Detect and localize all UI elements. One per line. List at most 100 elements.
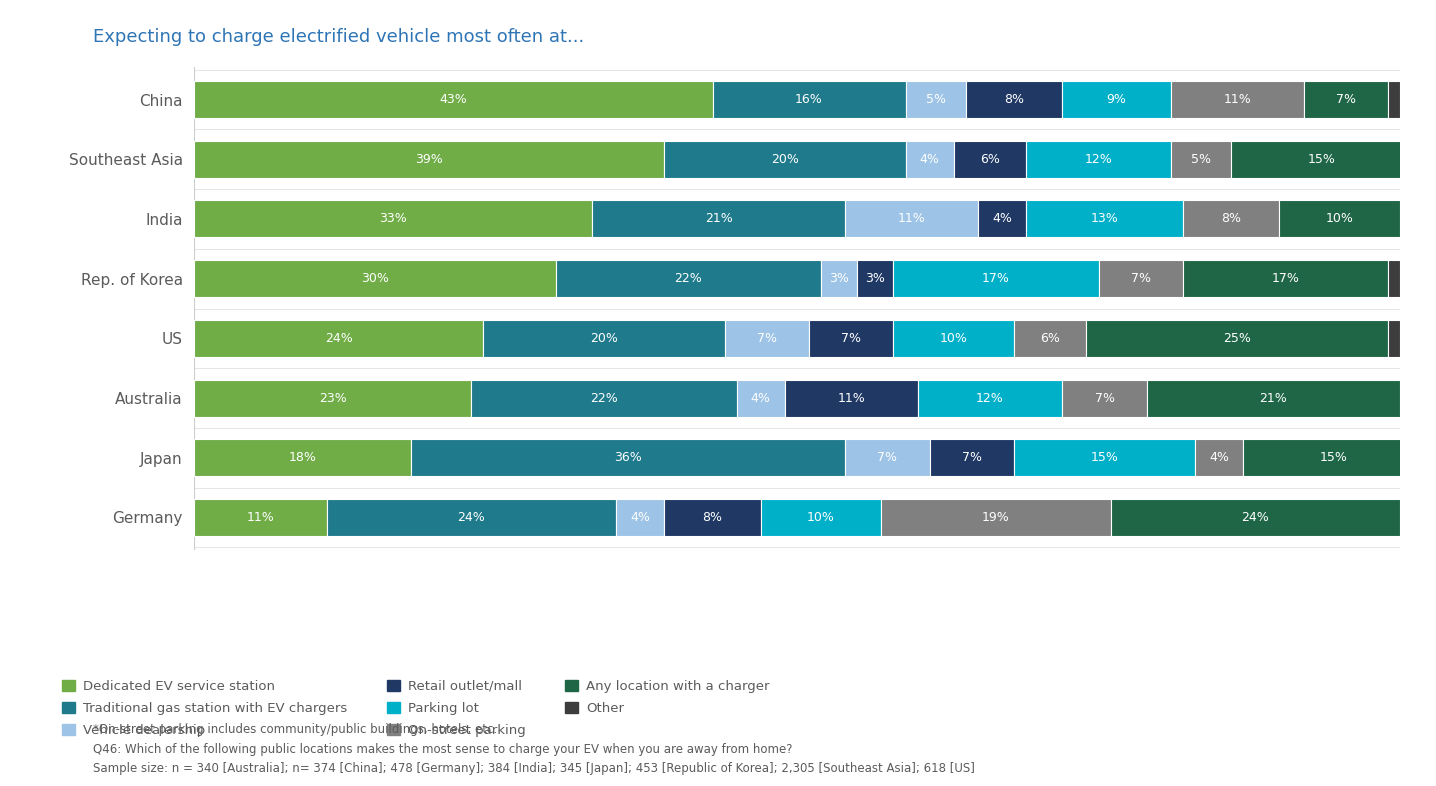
Text: 3%: 3% [866, 272, 886, 285]
Text: 24%: 24% [458, 511, 485, 524]
Text: 10%: 10% [1325, 212, 1354, 226]
Bar [1147, 380, 1400, 417]
Bar [194, 141, 665, 178]
Bar [665, 499, 761, 536]
Bar [194, 439, 411, 476]
Bar [808, 320, 893, 357]
Bar [906, 141, 954, 178]
Bar [1063, 380, 1147, 417]
Bar [1027, 200, 1183, 237]
Text: 15%: 15% [1308, 152, 1335, 166]
Text: 4%: 4% [751, 391, 771, 405]
Bar [1304, 81, 1389, 118]
Text: 4%: 4% [919, 152, 939, 166]
Text: 7%: 7% [877, 451, 898, 465]
Bar [1244, 439, 1425, 476]
Bar [1183, 200, 1279, 237]
Bar [929, 439, 1014, 476]
Text: 7%: 7% [841, 332, 862, 345]
Bar [1279, 200, 1400, 237]
Bar [1110, 499, 1400, 536]
Bar [1389, 81, 1400, 118]
Bar [966, 81, 1063, 118]
Text: 4%: 4% [1209, 451, 1229, 465]
Text: 21%: 21% [1259, 391, 1287, 405]
Bar [194, 380, 471, 417]
Text: 12%: 12% [976, 391, 1004, 405]
Text: 39%: 39% [415, 152, 442, 166]
Bar [411, 439, 846, 476]
Text: Sample size: n = 340 [Australia]; n= 374 [China]; 478 [Germany]; 384 [India]; 34: Sample size: n = 340 [Australia]; n= 374… [93, 762, 975, 776]
Text: 8%: 8% [1004, 93, 1024, 106]
Bar [471, 380, 737, 417]
Text: 23%: 23% [319, 391, 346, 405]
Text: 11%: 11% [247, 511, 274, 524]
Text: 6%: 6% [979, 152, 999, 166]
Bar [893, 320, 1014, 357]
Text: 8%: 8% [1221, 212, 1241, 226]
Bar [1231, 141, 1412, 178]
Text: 15%: 15% [1090, 451, 1119, 465]
Text: 4%: 4% [992, 212, 1012, 226]
Bar [882, 499, 1110, 536]
Text: 24%: 24% [325, 332, 352, 345]
Text: 9%: 9% [1107, 93, 1127, 106]
Bar [918, 380, 1063, 417]
Text: 3%: 3% [829, 272, 849, 285]
Text: 7%: 7% [1335, 93, 1356, 106]
Text: 15%: 15% [1320, 451, 1348, 465]
Text: 11%: 11% [837, 391, 864, 405]
Bar [846, 200, 978, 237]
Bar [1195, 439, 1244, 476]
Text: 8%: 8% [702, 511, 722, 524]
Text: 6%: 6% [1040, 332, 1060, 345]
Text: 24%: 24% [1242, 511, 1269, 524]
Text: 7%: 7% [962, 451, 982, 465]
Bar [761, 499, 882, 536]
Text: 16%: 16% [796, 93, 823, 106]
Bar [1014, 320, 1087, 357]
Bar [1389, 320, 1400, 357]
Bar [665, 141, 906, 178]
Text: 20%: 20% [771, 152, 798, 166]
Text: 12%: 12% [1084, 152, 1113, 166]
Text: Expecting to charge electrified vehicle most often at...: Expecting to charge electrified vehicle … [93, 28, 584, 46]
Bar [616, 499, 665, 536]
Bar [194, 320, 484, 357]
Bar [1170, 81, 1304, 118]
Bar [1014, 439, 1195, 476]
Text: 10%: 10% [807, 511, 836, 524]
Bar [737, 380, 785, 417]
Text: 33%: 33% [379, 212, 406, 226]
Text: 5%: 5% [1190, 152, 1211, 166]
Bar [712, 81, 906, 118]
Bar [1170, 141, 1231, 178]
Bar [785, 380, 918, 417]
Text: 43%: 43% [439, 93, 467, 106]
Bar [821, 260, 857, 297]
Text: 36%: 36% [615, 451, 642, 465]
Bar [326, 499, 616, 536]
Text: 22%: 22% [590, 391, 617, 405]
Bar [1099, 260, 1183, 297]
Bar [725, 320, 808, 357]
Bar [857, 260, 893, 297]
Text: 11%: 11% [1223, 93, 1251, 106]
Bar [194, 81, 712, 118]
Bar [484, 320, 725, 357]
Text: 7%: 7% [757, 332, 777, 345]
Text: 17%: 17% [982, 272, 1010, 285]
Text: 17%: 17% [1271, 272, 1300, 285]
Text: 18%: 18% [289, 451, 316, 465]
Bar [194, 499, 326, 536]
Bar [1389, 260, 1400, 297]
Bar [194, 260, 556, 297]
Text: 13%: 13% [1091, 212, 1119, 226]
Text: 11%: 11% [898, 212, 925, 226]
Bar [556, 260, 821, 297]
Text: 10%: 10% [939, 332, 968, 345]
Legend: Dedicated EV service station, Traditional gas station with EV chargers, Vehicle : Dedicated EV service station, Traditiona… [62, 680, 770, 737]
Text: 30%: 30% [360, 272, 389, 285]
Text: 19%: 19% [982, 511, 1010, 524]
Text: 7%: 7% [1094, 391, 1114, 405]
